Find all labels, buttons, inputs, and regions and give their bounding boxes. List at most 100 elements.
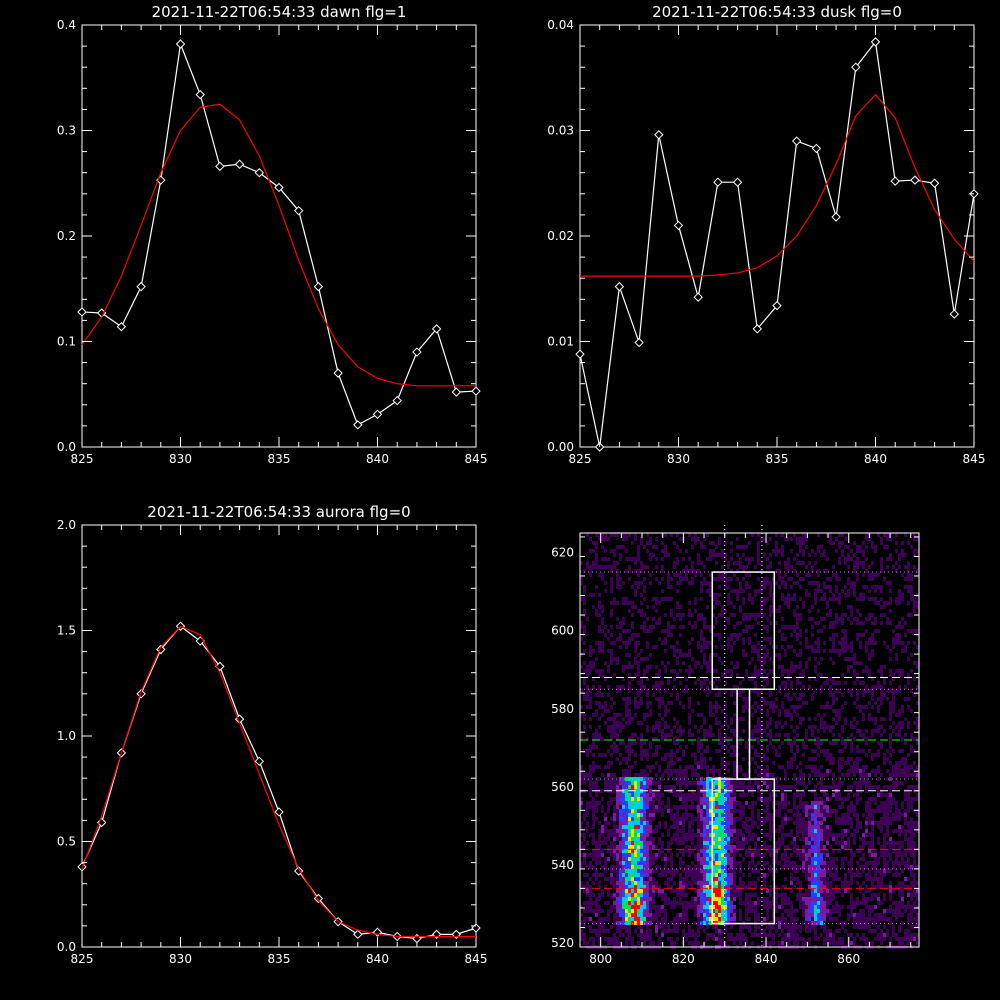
spectrogram-cell — [592, 677, 595, 681]
spectrogram-cell — [730, 905, 733, 909]
spectrogram-cell — [616, 905, 619, 909]
spectrogram-cell — [607, 849, 610, 853]
spectrogram-cell — [604, 913, 607, 917]
spectrogram-cell — [703, 925, 706, 929]
spectrogram-cell — [613, 853, 616, 857]
spectrogram-cell — [583, 845, 586, 849]
spectrogram-cell — [601, 933, 604, 937]
spectrogram-cell — [622, 725, 625, 729]
spectrogram-cell — [628, 641, 631, 645]
spectrogram-cell — [730, 881, 733, 885]
spectrogram-cell — [688, 733, 691, 737]
spectrogram-cell — [721, 761, 724, 765]
spectrogram-cell — [685, 809, 688, 813]
spectrogram-cell — [616, 737, 619, 741]
dusk-x-tick-label: 845 — [963, 452, 986, 466]
spectrogram-cell — [790, 565, 793, 569]
spectrogram-cell — [685, 581, 688, 585]
spectrogram-cell — [802, 681, 805, 685]
spectrogram-cell — [769, 893, 772, 897]
spectrogram-cell — [784, 637, 787, 641]
spectrogram-cell — [694, 873, 697, 877]
spectrogram-cell — [673, 669, 676, 673]
spectrogram-cell — [760, 817, 763, 821]
spectrogram-cell — [718, 785, 721, 789]
spectrogram-cell — [799, 545, 802, 549]
spectrogram-cell — [757, 861, 760, 865]
spectrogram-cell — [613, 673, 616, 677]
spectrogram-cell — [700, 573, 703, 577]
spectrogram-cell — [700, 649, 703, 653]
spectrogram-cell — [643, 797, 646, 801]
spectrogram-cell — [802, 909, 805, 913]
spectrogram-cell — [682, 753, 685, 757]
spectrogram-cell — [646, 605, 649, 609]
spectrogram-cell — [712, 909, 715, 913]
spectrogram-cell — [733, 813, 736, 817]
spectrogram-cell — [697, 893, 700, 897]
spectrogram-cell — [652, 877, 655, 881]
spectrogram-cell — [625, 785, 628, 789]
spectrogram-cell — [664, 825, 667, 829]
spectrogram-cell — [805, 629, 808, 633]
spectrogram-cell — [805, 817, 808, 821]
spectrogram-cell — [670, 597, 673, 601]
spectrogram-cell — [709, 573, 712, 577]
spectrogram-cell — [589, 853, 592, 857]
spectrogram-cell — [619, 881, 622, 885]
spectrogram-cell — [793, 861, 796, 865]
spectrogram-cell — [781, 905, 784, 909]
spectrogram-cell — [622, 821, 625, 825]
spectrogram-cell — [739, 601, 742, 605]
spectrogram-cell — [586, 741, 589, 745]
spectrogram-cell — [802, 869, 805, 873]
spectrogram-cell — [691, 885, 694, 889]
spectrogram-cell — [655, 925, 658, 929]
spectrogram-cell — [718, 941, 721, 945]
spectrogram-cell — [637, 785, 640, 789]
spectrogram-cell — [715, 545, 718, 549]
spectrogram-cell — [703, 545, 706, 549]
spectrogram-cell — [721, 645, 724, 649]
spectrogram-cell — [769, 537, 772, 541]
spectrogram-cell — [673, 909, 676, 913]
spectrogram-cell — [619, 645, 622, 649]
spectrogram-cell — [715, 621, 718, 625]
spectrogram-cell — [751, 653, 754, 657]
spectrogram-cell — [631, 681, 634, 685]
aurora-plot-frame — [81, 524, 477, 948]
spectrogram-cell — [586, 605, 589, 609]
spectrogram-cell — [688, 873, 691, 877]
spectrogram-cell — [688, 797, 691, 801]
spectrogram-cell — [745, 705, 748, 709]
spectrogram-cell — [769, 813, 772, 817]
spectrogram-cell — [625, 653, 628, 657]
spectrogram-cell — [784, 685, 787, 689]
spectrogram-cell — [706, 569, 709, 573]
spectrogram-cell — [793, 549, 796, 553]
spectrogram-cell — [682, 729, 685, 733]
spectrogram-cell — [664, 893, 667, 897]
spectrogram-cell — [715, 601, 718, 605]
spectrogram-cell — [619, 921, 622, 925]
spectrogram-cell — [748, 805, 751, 809]
spectrogram-cell — [709, 861, 712, 865]
spectrogram-cell — [700, 765, 703, 769]
spectrogram-cell — [619, 721, 622, 725]
spectrogram-cell — [628, 749, 631, 753]
spectrogram-cell — [679, 605, 682, 609]
spectrogram-cell — [772, 933, 775, 937]
spectrogram-cell — [787, 569, 790, 573]
spectrogram-cell — [754, 753, 757, 757]
spectrogram-cell — [697, 797, 700, 801]
spectrogram-cell — [631, 633, 634, 637]
spectrogram-cell — [760, 673, 763, 677]
spectrogram-cell — [760, 889, 763, 893]
spectrogram-cell — [637, 737, 640, 741]
spectrogram-cell — [670, 697, 673, 701]
spectrogram-cell — [730, 845, 733, 849]
spectrogram-cell — [613, 657, 616, 661]
spectrogram-cell — [733, 641, 736, 645]
spectrogram-cell — [712, 937, 715, 941]
spectrogram-cell — [613, 597, 616, 601]
